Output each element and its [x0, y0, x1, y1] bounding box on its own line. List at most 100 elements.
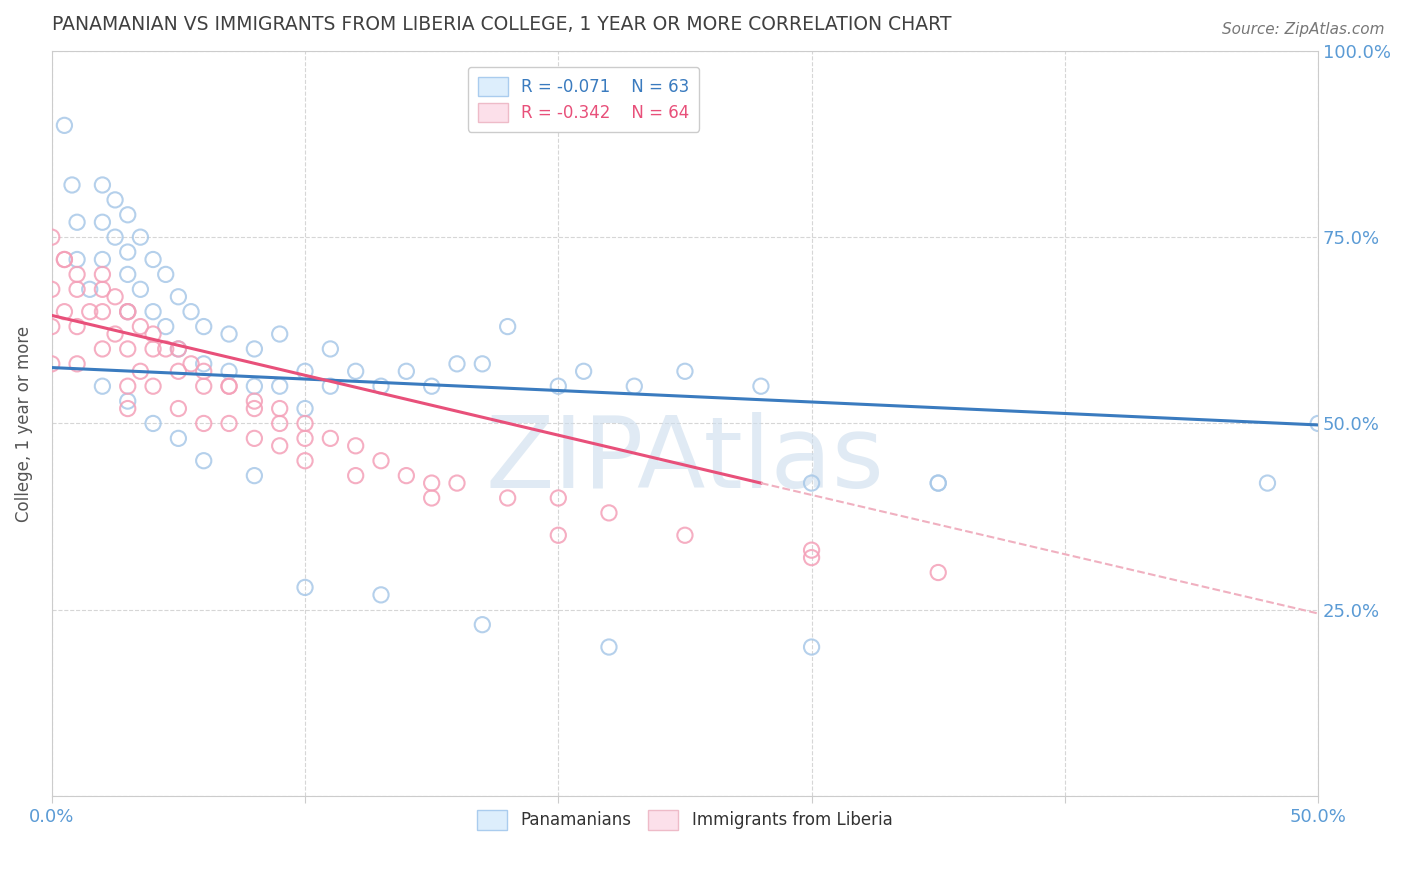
Point	[294, 401, 316, 416]
Point	[104, 290, 127, 304]
Point	[243, 401, 266, 416]
Point	[167, 342, 190, 356]
Point	[91, 304, 114, 318]
Point	[243, 394, 266, 409]
Point	[193, 357, 215, 371]
Point	[218, 417, 240, 431]
Point	[53, 119, 76, 133]
Point	[167, 401, 190, 416]
Point	[91, 282, 114, 296]
Point	[420, 491, 443, 505]
Point	[370, 588, 392, 602]
Point	[269, 326, 291, 341]
Point	[370, 454, 392, 468]
Point	[66, 268, 89, 282]
Point	[471, 617, 494, 632]
Point	[496, 319, 519, 334]
Point	[243, 379, 266, 393]
Point	[117, 208, 139, 222]
Point	[41, 357, 63, 371]
Point	[800, 476, 823, 491]
Point	[243, 342, 266, 356]
Point	[598, 506, 620, 520]
Point	[129, 282, 152, 296]
Point	[218, 326, 240, 341]
Point	[319, 342, 342, 356]
Point	[927, 476, 949, 491]
Legend: Panamanians, Immigrants from Liberia: Panamanians, Immigrants from Liberia	[471, 804, 900, 836]
Point	[218, 379, 240, 393]
Point	[344, 439, 367, 453]
Point	[294, 454, 316, 468]
Point	[269, 439, 291, 453]
Point	[294, 581, 316, 595]
Point	[319, 379, 342, 393]
Point	[66, 319, 89, 334]
Point	[269, 417, 291, 431]
Point	[294, 417, 316, 431]
Point	[1308, 417, 1330, 431]
Point	[547, 491, 569, 505]
Point	[547, 528, 569, 542]
Point	[91, 379, 114, 393]
Point	[673, 528, 696, 542]
Point	[117, 394, 139, 409]
Point	[927, 476, 949, 491]
Point	[117, 268, 139, 282]
Point	[91, 342, 114, 356]
Point	[180, 357, 202, 371]
Point	[623, 379, 645, 393]
Point	[193, 379, 215, 393]
Point	[79, 304, 101, 318]
Point	[91, 215, 114, 229]
Point	[66, 252, 89, 267]
Point	[269, 379, 291, 393]
Point	[41, 282, 63, 296]
Point	[117, 304, 139, 318]
Point	[927, 566, 949, 580]
Point	[41, 319, 63, 334]
Point	[243, 468, 266, 483]
Point	[41, 230, 63, 244]
Point	[117, 342, 139, 356]
Point	[1256, 476, 1278, 491]
Point	[167, 431, 190, 445]
Point	[155, 268, 177, 282]
Point	[193, 319, 215, 334]
Point	[673, 364, 696, 378]
Point	[155, 342, 177, 356]
Point	[142, 342, 165, 356]
Point	[598, 640, 620, 654]
Point	[800, 543, 823, 558]
Point	[395, 468, 418, 483]
Point	[471, 357, 494, 371]
Point	[572, 364, 595, 378]
Point	[319, 431, 342, 445]
Point	[91, 268, 114, 282]
Point	[142, 304, 165, 318]
Point	[91, 252, 114, 267]
Point	[167, 290, 190, 304]
Point	[294, 431, 316, 445]
Point	[129, 319, 152, 334]
Point	[193, 364, 215, 378]
Point	[155, 319, 177, 334]
Point	[294, 364, 316, 378]
Point	[446, 357, 468, 371]
Point	[60, 178, 83, 192]
Point	[66, 215, 89, 229]
Point	[218, 379, 240, 393]
Point	[167, 364, 190, 378]
Point	[79, 282, 101, 296]
Point	[193, 454, 215, 468]
Y-axis label: College, 1 year or more: College, 1 year or more	[15, 326, 32, 522]
Point	[104, 230, 127, 244]
Point	[66, 357, 89, 371]
Point	[395, 364, 418, 378]
Point	[420, 379, 443, 393]
Point	[800, 550, 823, 565]
Point	[344, 468, 367, 483]
Point	[496, 491, 519, 505]
Point	[129, 230, 152, 244]
Point	[53, 252, 76, 267]
